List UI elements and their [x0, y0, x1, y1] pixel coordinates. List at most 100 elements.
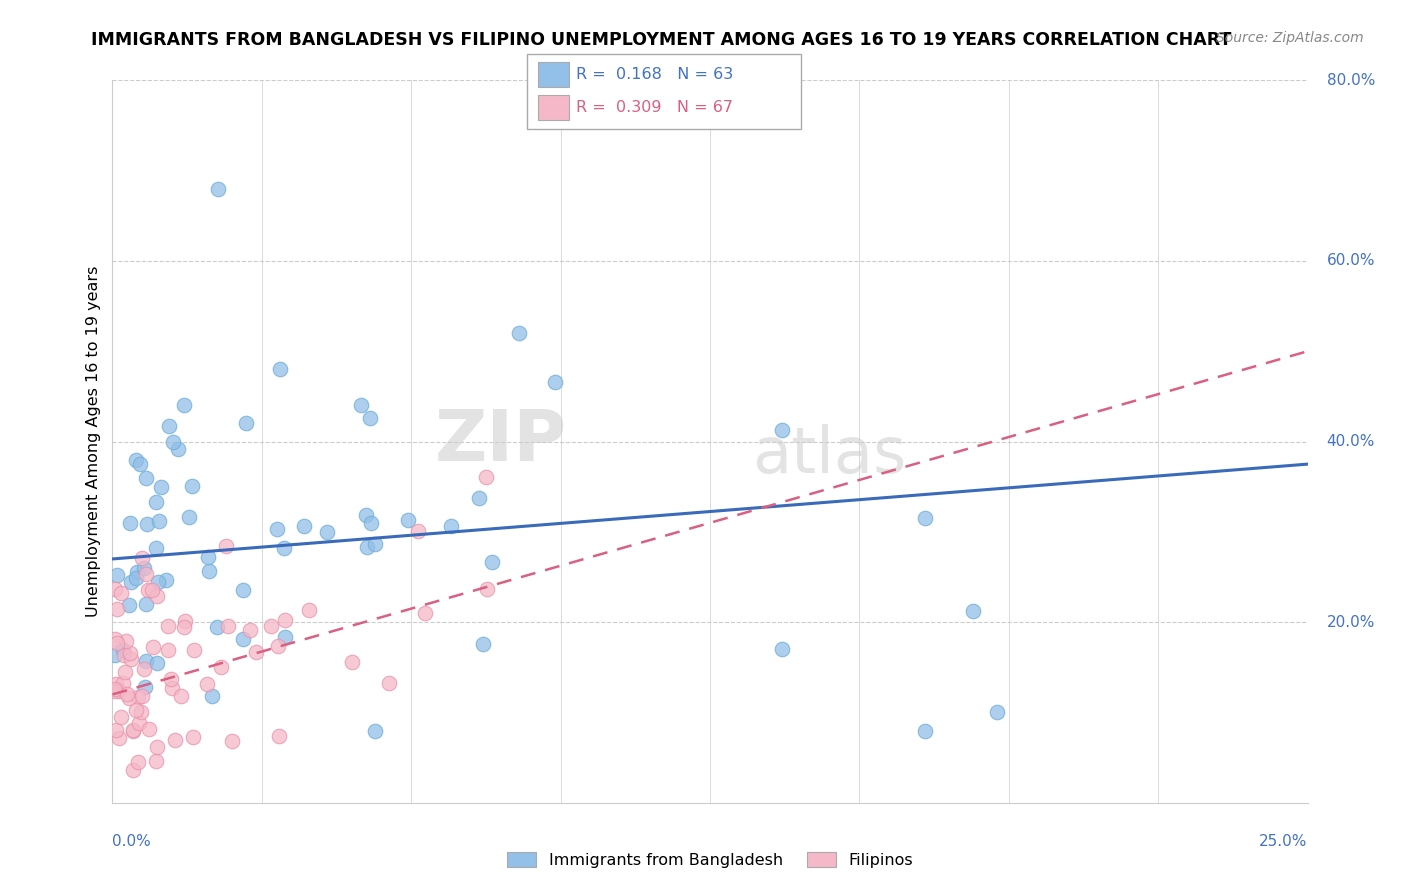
Point [157, 643, 180, 657]
Point [105, 602, 128, 616]
Text: atlas: atlas [752, 424, 907, 486]
Point [472, 636, 495, 650]
Point [134, 680, 156, 694]
Point [149, 480, 172, 494]
Point [112, 648, 135, 663]
Point [118, 516, 141, 530]
Point [135, 471, 157, 485]
Point [128, 458, 150, 472]
Point [122, 723, 145, 738]
Point [179, 510, 201, 524]
Point [135, 517, 157, 532]
Point [120, 652, 142, 666]
Point [111, 643, 134, 657]
Point [104, 723, 127, 737]
Point [115, 687, 138, 701]
Point [207, 620, 229, 634]
Point [986, 706, 1008, 720]
Point [114, 665, 136, 680]
Point [120, 646, 142, 660]
Point [356, 540, 378, 554]
Point [157, 618, 180, 632]
Point [115, 633, 138, 648]
Point [148, 515, 170, 529]
Point [360, 516, 382, 531]
Point [378, 675, 401, 690]
Point [408, 524, 430, 539]
Point [440, 518, 463, 533]
Point [167, 442, 190, 457]
Point [201, 689, 224, 703]
Point [232, 583, 254, 598]
Point [131, 689, 153, 703]
Point [110, 586, 132, 600]
Point [145, 495, 167, 509]
Text: 25.0%: 25.0% [1260, 834, 1308, 849]
Point [217, 619, 239, 633]
Point [108, 731, 131, 745]
Point [259, 618, 281, 632]
Point [298, 602, 321, 616]
Point [273, 614, 295, 628]
Point [104, 682, 127, 697]
Point [914, 723, 936, 738]
Point [475, 582, 498, 596]
Point [155, 574, 177, 588]
Y-axis label: Unemployment Among Ages 16 to 19 years: Unemployment Among Ages 16 to 19 years [86, 266, 101, 617]
Point [354, 508, 377, 522]
Point [138, 722, 160, 736]
Point [962, 604, 984, 618]
Point [475, 470, 498, 484]
Point [239, 624, 262, 638]
Text: R =  0.309   N = 67: R = 0.309 N = 67 [576, 101, 734, 115]
Point [197, 550, 219, 565]
Point [146, 574, 169, 589]
Point [269, 362, 291, 376]
Point [131, 551, 153, 566]
Point [104, 582, 127, 596]
Point [105, 635, 128, 649]
Point [104, 648, 127, 663]
Point [145, 541, 167, 555]
Point [508, 326, 530, 341]
Point [132, 561, 155, 575]
Point [267, 639, 290, 653]
Point [125, 566, 148, 580]
Point [266, 522, 288, 536]
Point [135, 567, 157, 582]
Point [914, 510, 936, 524]
Point [145, 739, 167, 754]
Point [162, 435, 184, 450]
Point [468, 491, 491, 505]
Point [121, 763, 143, 777]
Point [135, 597, 157, 611]
Point [359, 410, 381, 425]
Text: ZIP: ZIP [434, 407, 567, 476]
Point [221, 734, 243, 748]
Text: IMMIGRANTS FROM BANGLADESH VS FILIPINO UNEMPLOYMENT AMONG AGES 16 TO 19 YEARS CO: IMMIGRANTS FROM BANGLADESH VS FILIPINO U… [91, 31, 1232, 49]
Point [215, 539, 238, 553]
Point [160, 681, 183, 696]
Point [544, 375, 567, 389]
Point [267, 729, 290, 743]
Point [124, 571, 146, 585]
Text: 40.0%: 40.0% [1327, 434, 1375, 449]
Point [165, 732, 187, 747]
Point [340, 656, 363, 670]
Point [174, 614, 197, 628]
Point [195, 677, 218, 691]
Point [235, 417, 257, 431]
Point [145, 657, 167, 671]
Text: 60.0%: 60.0% [1327, 253, 1375, 268]
Point [207, 182, 229, 196]
Point [181, 730, 204, 744]
Text: 80.0%: 80.0% [1327, 73, 1375, 87]
Point [138, 583, 160, 598]
Point [105, 568, 128, 582]
Point [104, 632, 127, 646]
Point [104, 683, 127, 698]
Point [141, 582, 163, 597]
Point [481, 555, 503, 569]
Point [770, 424, 793, 438]
Legend: Immigrants from Bangladesh, Filipinos: Immigrants from Bangladesh, Filipinos [501, 846, 920, 874]
